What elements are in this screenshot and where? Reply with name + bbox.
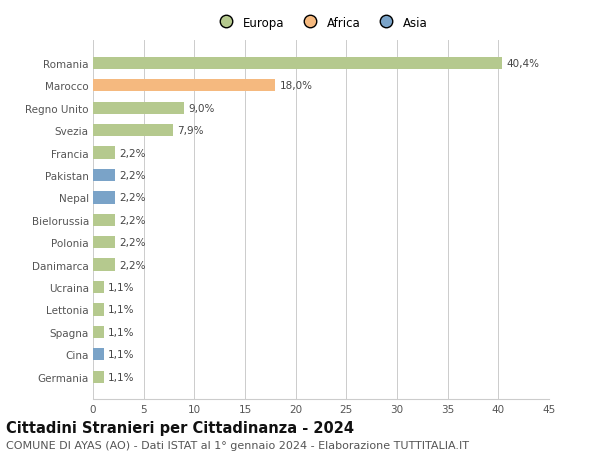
Text: 2,2%: 2,2% [119,215,146,225]
Bar [93,304,104,316]
Text: 2,2%: 2,2% [119,260,146,270]
Text: 2,2%: 2,2% [119,171,146,180]
Bar [93,80,275,92]
Text: 1,1%: 1,1% [108,327,134,337]
Text: 7,9%: 7,9% [177,126,203,136]
Bar [93,169,115,182]
Legend: Europa, Africa, Asia: Europa, Africa, Asia [212,14,430,32]
Bar [93,281,104,294]
Text: COMUNE DI AYAS (AO) - Dati ISTAT al 1° gennaio 2024 - Elaborazione TUTTITALIA.IT: COMUNE DI AYAS (AO) - Dati ISTAT al 1° g… [6,440,469,450]
Bar [93,259,115,271]
Text: 1,1%: 1,1% [108,350,134,359]
Bar [93,371,104,383]
Text: 2,2%: 2,2% [119,193,146,203]
Bar [93,147,115,159]
Bar [93,348,104,361]
Text: 1,1%: 1,1% [108,372,134,382]
Bar [93,125,173,137]
Text: 2,2%: 2,2% [119,238,146,248]
Text: 2,2%: 2,2% [119,148,146,158]
Bar [93,57,502,70]
Text: 40,4%: 40,4% [506,59,539,69]
Text: 1,1%: 1,1% [108,305,134,315]
Text: Cittadini Stranieri per Cittadinanza - 2024: Cittadini Stranieri per Cittadinanza - 2… [6,420,354,435]
Bar [93,102,184,115]
Bar [93,326,104,338]
Text: 1,1%: 1,1% [108,282,134,292]
Text: 9,0%: 9,0% [188,103,215,113]
Bar [93,214,115,226]
Bar [93,192,115,204]
Text: 18,0%: 18,0% [280,81,313,91]
Bar [93,236,115,249]
